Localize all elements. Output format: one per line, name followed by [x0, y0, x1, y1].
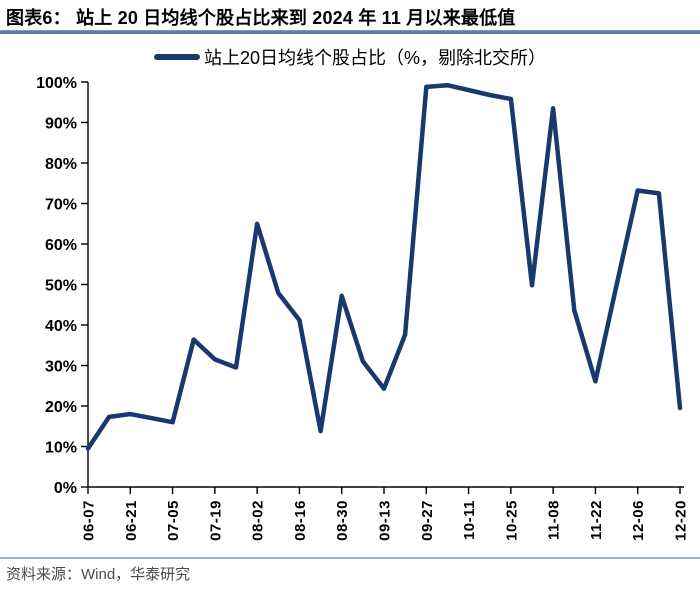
legend-line-marker — [153, 54, 200, 60]
x-axis-tick-label: 07-19 — [207, 500, 224, 541]
axes — [87, 82, 684, 488]
data-line-series — [85, 82, 683, 451]
x-axis-tick-label: 09-13 — [377, 500, 394, 541]
y-axis-tick-label: 50% — [45, 278, 77, 295]
y-axis-tick-label: 40% — [45, 318, 77, 335]
x-axis-tick-label: 12-06 — [630, 500, 647, 541]
source-text: 资料来源：Wind，华泰研究 — [6, 566, 191, 583]
y-axis-tick-label: 80% — [45, 156, 77, 173]
y-axis-tick-label: 30% — [45, 359, 77, 376]
y-axis-tick-label: 60% — [45, 237, 77, 254]
y-axis-tick-label: 100% — [36, 75, 77, 92]
x-axis-tick-label: 09-27 — [419, 500, 436, 541]
legend-label: 站上20日均线个股占比（%，剔除北交所） — [203, 48, 547, 68]
x-axis-tick-label: 11-08 — [546, 500, 563, 540]
line-chart: 0% 10% 20% 30% 40% 50% 60% 70% 80% 90% 100% 06-07 06… — [36, 75, 690, 541]
footer-divider — [0, 557, 700, 559]
y-axis-tick-label: 10% — [45, 440, 77, 457]
legend: 站上20日均线个股占比（%，剔除北交所） — [0, 44, 700, 70]
x-axis-tick-label: 10-11 — [461, 500, 478, 540]
x-axis-tick-label: 07-05 — [165, 500, 182, 541]
x-axis-tick-label: 11-22 — [588, 500, 605, 540]
y-axis-tick-label: 20% — [45, 399, 77, 416]
x-axis-tick-label: 06-07 — [81, 500, 98, 541]
y-axis-tick-label: 70% — [45, 197, 77, 214]
x-axis-tick-label: 06-21 — [123, 500, 140, 541]
title-divider — [0, 30, 700, 34]
figure-title: 图表6： 站上 20 日均线个股占比来到 2024 年 11 月以来最低值 — [6, 8, 516, 28]
x-axis-tick-label: 08-16 — [292, 500, 309, 541]
x-axis-tick-label: 10-25 — [503, 500, 520, 541]
x-axis-tick-label: 08-02 — [250, 500, 267, 541]
x-axis-tick-label: 08-30 — [334, 500, 351, 541]
x-axis-tick-label: 12-20 — [673, 500, 690, 541]
y-axis-tick-label: 90% — [45, 116, 77, 133]
y-axis-tick-label: 0% — [54, 480, 77, 497]
